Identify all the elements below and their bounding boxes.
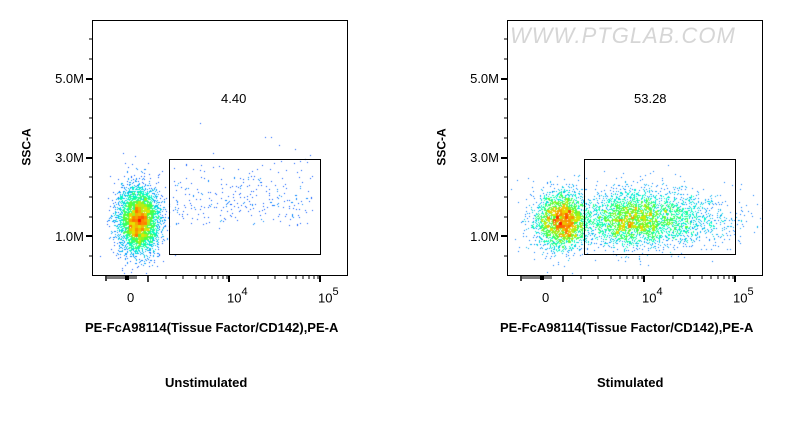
- plot-panel-stimulated: SSC-A 5.0M 3.0M 1.0M WWW.PTGLAB.COM 53.2…: [415, 0, 793, 422]
- x-tick-0: 0: [127, 290, 135, 305]
- x-tick-1e5: 105: [733, 286, 754, 306]
- plot-caption: Unstimulated: [165, 375, 248, 390]
- y-tick-3m: 3.0M: [470, 150, 499, 165]
- plot-caption: Stimulated: [597, 375, 664, 390]
- watermark: WWW.PTGLAB.COM: [510, 23, 736, 48]
- gate-rectangle[interactable]: [584, 159, 736, 255]
- axis-ticks: [501, 38, 736, 282]
- x-tick-1e5: 105: [318, 286, 339, 306]
- y-tick-1m: 1.0M: [55, 229, 84, 244]
- gate-percentage: 4.40: [221, 91, 247, 106]
- y-tick-3m: 3.0M: [55, 150, 84, 165]
- plot-panel-unstimulated: SSC-A 5.0M 3.0M 1.0M 4.40 0 104 105 PE-F…: [0, 0, 396, 422]
- y-tick-5m: 5.0M: [470, 71, 499, 86]
- x-tick-0: 0: [542, 290, 550, 305]
- y-tick-5m: 5.0M: [55, 71, 84, 86]
- density-dots: [93, 21, 347, 275]
- gate-percentage: 53.28: [634, 91, 667, 106]
- x-tick-1e4: 104: [227, 286, 248, 306]
- x-axis-label: PE-FcA98114(Tissue Factor/CD142),PE-A: [85, 320, 339, 335]
- density-dots: [508, 21, 762, 275]
- axis-ticks: [86, 38, 321, 282]
- scatter-plot-area: 4.40: [92, 20, 348, 276]
- x-axis-label: PE-FcA98114(Tissue Factor/CD142),PE-A: [500, 320, 754, 335]
- y-tick-1m: 1.0M: [470, 229, 499, 244]
- gate-rectangle[interactable]: [169, 159, 321, 255]
- x-tick-1e4: 104: [642, 286, 663, 306]
- scatter-plot-area: WWW.PTGLAB.COM 53.28: [507, 20, 763, 276]
